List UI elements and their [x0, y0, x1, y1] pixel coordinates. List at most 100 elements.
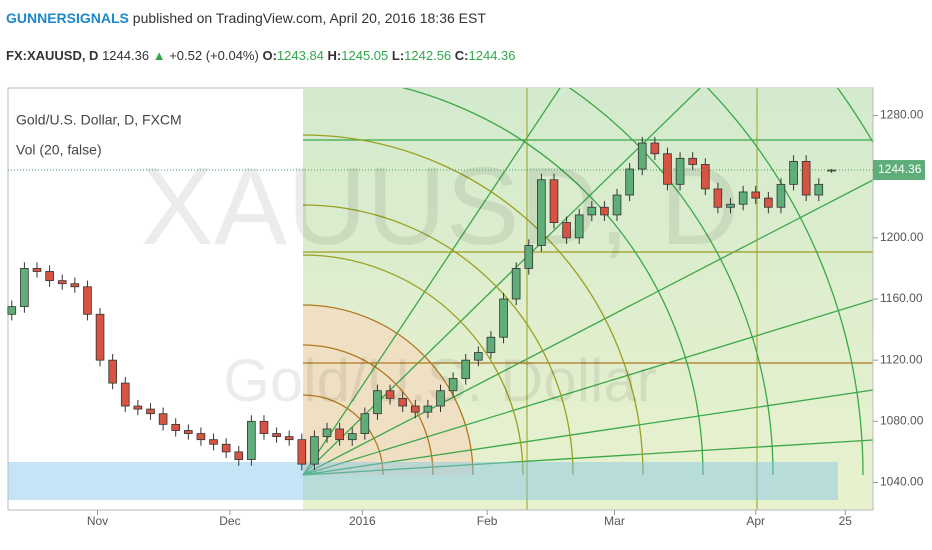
candle-body [7, 306, 17, 315]
symbol: FX:XAUUSD, D [6, 48, 99, 63]
candle-body [499, 298, 508, 338]
candle-body [272, 433, 281, 438]
o: 1243.84 [276, 48, 324, 63]
x-tick-label: Mar [604, 514, 625, 528]
candle-body [108, 359, 117, 384]
y-tick-label: 1080.00 [880, 413, 924, 427]
candle-body [221, 443, 231, 453]
candle-body [650, 142, 660, 155]
candle-body [398, 397, 407, 407]
y-tick-label: 1160.00 [880, 291, 923, 305]
h-label: H: [327, 48, 342, 63]
candle-body [171, 423, 181, 431]
candle-body [675, 157, 685, 185]
candle-body [700, 164, 710, 190]
candle-body [537, 179, 546, 246]
candle-body [448, 378, 458, 392]
c-label: C: [454, 48, 469, 63]
x-tick-label: 25 [839, 514, 853, 528]
published: published on TradingView.com, April 20, … [132, 10, 486, 26]
candle-body [789, 160, 798, 185]
candle-body [574, 214, 584, 239]
author[interactable]: GUNNERSIGNALS [6, 10, 129, 26]
gann-fan-line [302, 389, 873, 476]
indicator-label: Vol (20, false) [16, 142, 102, 158]
candle-body [713, 188, 723, 208]
candle-body [801, 160, 811, 196]
candle-body [663, 153, 672, 185]
candle-body [83, 286, 92, 315]
candle-body [474, 352, 483, 361]
candle-body [347, 433, 357, 441]
candle-body [385, 390, 395, 399]
candle-body [461, 359, 471, 379]
y-tick-label: 1120.00 [880, 352, 923, 366]
candle-body [32, 268, 42, 272]
candle-body [259, 420, 269, 434]
gann-arc [401, 88, 704, 476]
gann-arc [302, 304, 474, 476]
candle-body [95, 313, 105, 361]
candle-body [612, 194, 622, 216]
candle-body [310, 436, 319, 465]
gann-fan-line [302, 299, 873, 476]
l: 1242.56 [404, 48, 452, 63]
symbol-line: FX:XAUUSD, D 1244.36 ▲ +0.52 (+0.04%) O:… [6, 48, 516, 63]
candle-body [57, 280, 67, 285]
candle-body [511, 268, 521, 300]
candle-body [827, 169, 836, 172]
gann-arc [302, 204, 574, 476]
candle-body [284, 436, 294, 441]
candle-body [120, 382, 130, 407]
candle-body [247, 420, 256, 460]
o-label: O: [262, 48, 277, 63]
candle-body [335, 428, 344, 441]
volume-band [8, 462, 838, 500]
candle-body [234, 451, 244, 460]
candle-body [410, 405, 420, 413]
x-tick-label: Nov [87, 514, 108, 528]
candle-body [360, 413, 370, 434]
y-tick-label: 1280.00 [880, 108, 924, 122]
candle-body [751, 191, 761, 199]
gann-fan-line [302, 88, 701, 476]
candle-body [587, 206, 597, 216]
price: 1244.36 [102, 48, 150, 63]
h: 1245.05 [341, 48, 389, 63]
y-tick-label: 1200.00 [880, 230, 924, 244]
candle-body [45, 271, 54, 282]
candle-body [20, 268, 29, 308]
watermark: XAUUSD, D [141, 145, 740, 268]
candle-body [322, 428, 332, 438]
candle-body [776, 183, 786, 208]
candle-body [70, 283, 80, 288]
candle-body [814, 183, 824, 196]
candle-body [486, 336, 496, 353]
candle-body [562, 222, 571, 239]
candle-body [637, 142, 647, 170]
gann-arc [302, 254, 524, 476]
x-tick-label: Feb [477, 514, 498, 528]
c: 1244.36 [468, 48, 516, 63]
arrow: ▲ [152, 48, 166, 63]
candle-body [133, 405, 143, 410]
x-tick-label: Dec [219, 514, 240, 528]
candle-body [146, 408, 155, 415]
candle-body [436, 390, 445, 407]
gann-arc [302, 394, 384, 476]
candle-body [423, 405, 433, 413]
candle-body [600, 206, 609, 216]
candle-body [688, 157, 697, 165]
candle-body [524, 245, 534, 269]
last-price-box [873, 160, 925, 181]
candle-body [184, 430, 193, 434]
gann-drawing [302, 88, 873, 510]
candle-body [158, 413, 168, 425]
chart-title: Gold/U.S. Dollar, D, FXCM [16, 112, 182, 128]
candle-body [373, 390, 382, 415]
candle-body [297, 439, 307, 465]
header-line: GUNNERSIGNALS published on TradingView.c… [6, 10, 486, 26]
l-label: L: [391, 48, 405, 63]
